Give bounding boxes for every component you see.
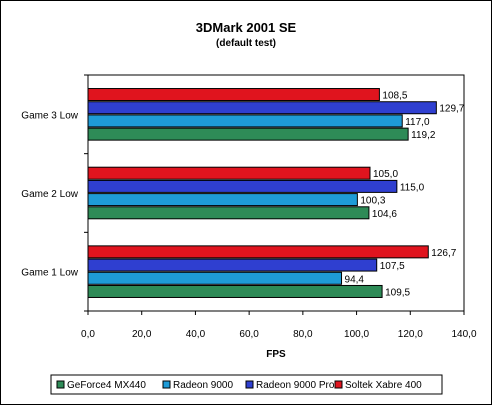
legend-label: Radeon 9000 Pro — [256, 380, 335, 391]
x-tick-label: 0,0 — [81, 329, 95, 340]
bar — [87, 284, 383, 298]
chart-subtitle: (default test) — [216, 38, 276, 49]
data-label: 105,0 — [373, 169, 398, 180]
data-label: 109,5 — [385, 287, 410, 298]
legend-swatch — [334, 380, 343, 389]
x-tick-label: 140,0 — [451, 329, 476, 340]
x-tick-label: 80,0 — [293, 329, 313, 340]
legend-swatch — [162, 380, 171, 389]
data-label: 115,0 — [400, 182, 425, 193]
legend: GeForce4 MX440 Radeon 9000 Radeon 9000 Pro… — [56, 380, 422, 391]
legend-label: Radeon 9000 — [173, 380, 233, 391]
bar — [87, 271, 343, 285]
x-tick-label: 100,0 — [344, 329, 369, 340]
legend-swatch — [56, 380, 65, 389]
bar — [87, 166, 371, 180]
x-tick-label: 40,0 — [186, 329, 206, 340]
data-label: 126,7 — [431, 248, 456, 259]
bar — [87, 127, 409, 141]
x-axis-title: FPS — [266, 349, 286, 360]
data-label: 107,5 — [380, 261, 405, 272]
bar — [87, 245, 429, 259]
x-axis-ticks: 0,0 20,0 40,0 60,0 80,0 100,0 120,0 140,0 — [81, 311, 477, 340]
x-tick-label: 20,0 — [132, 329, 152, 340]
data-label: 108,5 — [382, 91, 407, 102]
data-label: 119,2 — [411, 130, 436, 141]
data-label: 129,7 — [439, 104, 464, 115]
legend-label: GeForce4 MX440 — [67, 380, 146, 391]
data-label: 94,4 — [345, 274, 365, 285]
chart-title: 3DMark 2001 SE — [196, 20, 297, 35]
bar — [87, 193, 358, 207]
bar — [87, 114, 403, 128]
plot-area — [87, 74, 465, 312]
data-label: 100,3 — [360, 196, 385, 207]
category-label: Game 2 Low — [21, 189, 78, 200]
legend-label: Soltek Xabre 400 — [345, 380, 422, 391]
legend-swatch — [245, 380, 254, 389]
x-tick-label: 60,0 — [239, 329, 259, 340]
data-label: 104,6 — [372, 209, 397, 220]
category-labels: Game 3 Low Game 2 Low Game 1 Low — [21, 74, 88, 312]
bar — [87, 258, 378, 272]
category-label: Game 1 Low — [21, 268, 78, 279]
bar — [87, 206, 370, 220]
x-tick-label: 120,0 — [398, 329, 423, 340]
category-label: Game 3 Low — [21, 110, 78, 121]
bar — [87, 179, 398, 193]
data-label: 117,0 — [405, 117, 430, 128]
bar — [87, 88, 380, 102]
bar — [87, 101, 437, 115]
